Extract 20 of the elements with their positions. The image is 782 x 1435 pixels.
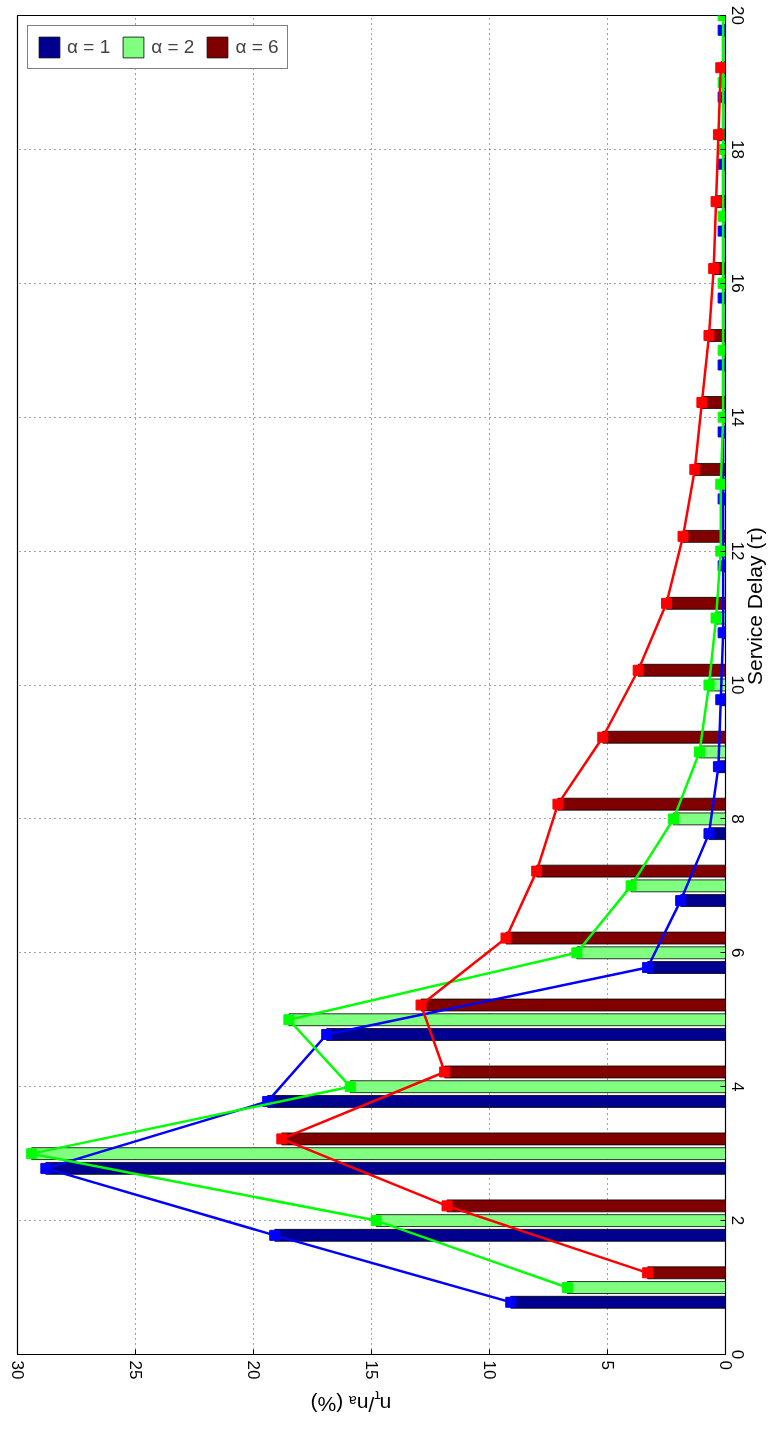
x-tick-label: 15 (361, 1360, 381, 1380)
y-tick-label: 20 (727, 6, 747, 25)
y-tick-label: 2 (727, 1215, 747, 1226)
x-tick-label: 30 (7, 1360, 27, 1380)
legend-label: α = 2 (151, 36, 195, 58)
legend-label: α = 1 (67, 36, 111, 58)
y-tick-label: 16 (727, 273, 747, 293)
x-tick-label: 25 (125, 1360, 145, 1380)
x-tick-label: 0 (715, 1360, 735, 1370)
y-tick-label: 14 (727, 407, 747, 427)
legend-label: α = 6 (235, 36, 279, 58)
y-tick-label: 4 (727, 1081, 747, 1092)
x-tick-label: 20 (243, 1360, 263, 1380)
y-tick-label: 0 (727, 1349, 747, 1360)
x-tick-label: 5 (597, 1360, 617, 1370)
y-tick-label: 6 (727, 948, 747, 958)
y-tick-label: 18 (727, 139, 747, 159)
x-tick-label: 10 (479, 1360, 499, 1380)
x-axis-title: nτ/nₐ (%) (310, 1388, 392, 1416)
y-tick-label: 8 (727, 814, 747, 824)
